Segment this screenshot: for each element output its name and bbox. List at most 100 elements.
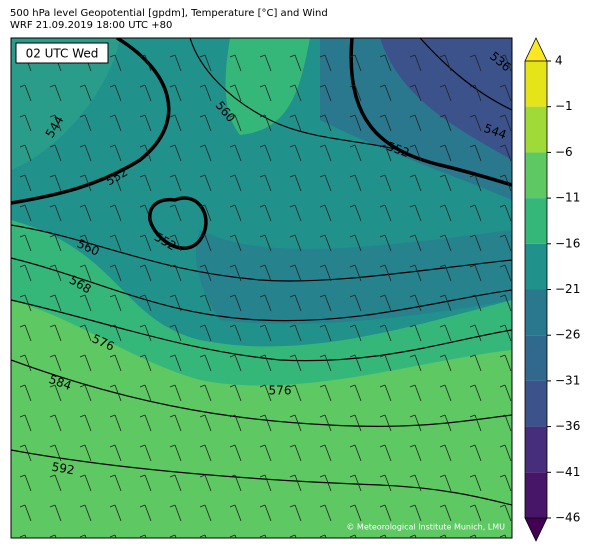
wind-barb — [319, 204, 332, 222]
wind-barb — [289, 384, 302, 402]
colorbar-segment — [525, 472, 547, 518]
wind-barb — [379, 324, 392, 342]
wind-barb — [79, 84, 92, 102]
contour — [11, 359, 512, 427]
wind-barb — [229, 54, 242, 72]
wind-barb — [19, 324, 32, 342]
wind-barb — [349, 504, 362, 522]
wind-barb — [109, 354, 122, 372]
wind-barb — [139, 84, 152, 102]
wind-barb — [79, 114, 92, 132]
wind-barb — [169, 144, 182, 162]
wind-barb — [199, 204, 212, 222]
wind-barb — [499, 474, 512, 492]
wind-barb — [199, 414, 212, 432]
wind-barb — [379, 264, 392, 282]
wind-barb — [439, 174, 452, 192]
wind-barb — [379, 444, 392, 462]
wind-barb — [79, 384, 92, 402]
wind-barb — [259, 174, 272, 192]
wind-barb — [259, 264, 272, 282]
contour — [11, 449, 512, 506]
contour-thick — [148, 196, 208, 251]
field — [225, 38, 310, 135]
wind-barb — [439, 114, 452, 132]
wind-barb — [439, 504, 452, 522]
wind-barb — [319, 294, 332, 312]
wind-barb — [139, 474, 152, 492]
wind-barb — [469, 174, 482, 192]
wind-barb — [439, 384, 452, 402]
wind-barb — [319, 354, 332, 372]
wind-barb — [409, 504, 422, 522]
colorbar-tick-label: −46 — [555, 511, 580, 525]
wind-barb — [469, 444, 482, 462]
wind-barb — [229, 264, 242, 282]
wind-barb — [109, 384, 122, 402]
wind-barb — [79, 234, 92, 252]
wind-barb — [259, 84, 272, 102]
wind-barb — [319, 234, 332, 252]
wind-barb — [229, 294, 242, 312]
wind-barb — [349, 114, 362, 132]
wind-barb — [319, 264, 332, 282]
wind-barb — [499, 294, 512, 312]
wind-barb — [439, 84, 452, 102]
wind-barb — [469, 354, 482, 372]
wind-barb — [49, 144, 62, 162]
wind-barb — [139, 114, 152, 132]
wind-barb — [19, 114, 32, 132]
colorbar-segment — [525, 335, 547, 381]
wind-barb — [349, 264, 362, 282]
wind-barb — [349, 414, 362, 432]
wind-barb — [169, 174, 182, 192]
wind-barb — [259, 384, 272, 402]
wind-barb — [289, 174, 302, 192]
wind-barb — [289, 234, 302, 252]
wind-barb — [109, 504, 122, 522]
wind-barb — [49, 384, 62, 402]
field — [380, 38, 512, 160]
contour — [419, 38, 512, 111]
wind-barb — [289, 504, 302, 522]
wind-barb — [19, 414, 32, 432]
wind-barb — [199, 324, 212, 342]
wind-barb — [499, 204, 512, 222]
colorbar-tick-label: −26 — [555, 328, 580, 342]
wind-barb — [409, 234, 422, 252]
wind-barb — [499, 324, 512, 342]
wind-barb — [139, 144, 152, 162]
wind-barb — [229, 444, 242, 462]
wind-barb — [139, 204, 152, 222]
wind-barb — [439, 354, 452, 372]
wind-barb — [169, 444, 182, 462]
wind-barb — [79, 294, 92, 312]
wind-barb — [229, 324, 242, 342]
wind-barb — [439, 294, 452, 312]
wind-barb — [19, 474, 32, 492]
contour-thick — [11, 38, 171, 205]
wind-barb — [139, 354, 152, 372]
colorbar-tick-label: −31 — [555, 373, 580, 387]
wind-barb — [139, 384, 152, 402]
wind-barb — [19, 204, 32, 222]
wind-barb — [379, 54, 392, 72]
wind-barb — [289, 144, 302, 162]
wind-barb — [49, 354, 62, 372]
time-label: 02 UTC Wed — [26, 47, 99, 61]
wind-barb — [409, 264, 422, 282]
wind-barb — [439, 324, 452, 342]
wind-barb — [229, 354, 242, 372]
wind-barb — [349, 354, 362, 372]
wind-barb — [409, 54, 422, 72]
wind-barb — [349, 204, 362, 222]
wind-barb — [499, 144, 512, 162]
wind-barb — [139, 324, 152, 342]
field — [196, 230, 512, 324]
wind-barb — [229, 144, 242, 162]
wind-barb — [409, 414, 422, 432]
wind-barb — [499, 54, 512, 72]
wind-barb — [409, 354, 422, 372]
wind-barb — [439, 54, 452, 72]
wind-barb — [139, 294, 152, 312]
